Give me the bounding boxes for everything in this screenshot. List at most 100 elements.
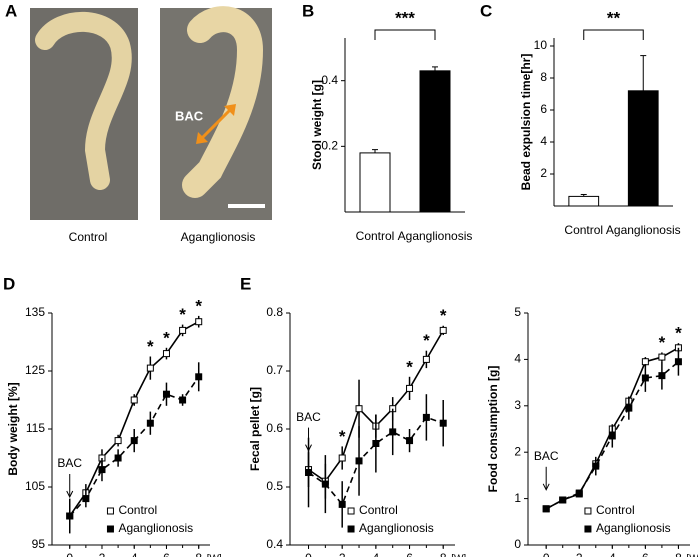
marker bbox=[658, 372, 666, 380]
marker bbox=[625, 404, 633, 412]
y-tick-label: 0 bbox=[514, 537, 521, 551]
y-tick-label: 0.5 bbox=[266, 479, 283, 493]
marker bbox=[439, 326, 447, 334]
caption: Aganglionosis bbox=[181, 230, 256, 244]
marker bbox=[389, 428, 397, 436]
marker bbox=[355, 457, 363, 465]
bac-label: BAC bbox=[175, 108, 204, 123]
significance: * bbox=[675, 324, 682, 343]
x-unit: [W] bbox=[207, 554, 222, 557]
annotation: BAC bbox=[57, 456, 82, 470]
significance: ** bbox=[607, 8, 621, 27]
marker bbox=[559, 496, 567, 504]
x-tick-label: Aganglionosis bbox=[606, 223, 681, 237]
significance: * bbox=[147, 337, 154, 356]
y-tick-label: 4 bbox=[540, 134, 547, 148]
x-tick-label: Control bbox=[564, 223, 603, 237]
marker bbox=[66, 512, 74, 520]
marker bbox=[658, 353, 666, 361]
marker bbox=[130, 437, 138, 445]
marker bbox=[338, 454, 346, 462]
marker bbox=[179, 326, 187, 334]
annotation-arrowhead bbox=[66, 490, 74, 499]
marker bbox=[195, 373, 203, 381]
significance: * bbox=[339, 427, 346, 446]
significance: * bbox=[179, 305, 186, 324]
x-tick-label: 4 bbox=[373, 551, 380, 557]
x-tick-label: 8 bbox=[195, 551, 202, 557]
legend-marker bbox=[584, 507, 592, 515]
y-tick-label: 8 bbox=[540, 70, 547, 84]
marker bbox=[179, 396, 187, 404]
legend-label: Aganglionosis bbox=[359, 521, 434, 535]
annotation-arrowhead bbox=[305, 444, 312, 452]
significance-bracket bbox=[583, 29, 644, 40]
caption: Control bbox=[69, 230, 108, 244]
legend-marker bbox=[106, 507, 114, 515]
significance-bracket bbox=[374, 29, 436, 40]
y-tick-label: 0.4 bbox=[321, 73, 338, 87]
y-axis-label: Fecal pellet [g] bbox=[248, 387, 262, 471]
x-tick-label: Aganglionosis bbox=[398, 229, 473, 243]
y-tick-label: 6 bbox=[540, 102, 547, 116]
legend-marker bbox=[347, 525, 355, 533]
y-tick-label: 95 bbox=[32, 537, 46, 551]
x-tick-label: 0 bbox=[305, 551, 312, 557]
bar bbox=[419, 70, 451, 213]
y-tick-label: 125 bbox=[25, 363, 45, 377]
y-tick-label: 2 bbox=[514, 444, 521, 458]
legend-label: Aganglionosis bbox=[118, 521, 193, 535]
bar bbox=[627, 90, 659, 207]
significance: * bbox=[163, 328, 170, 347]
panel-a: A BAC Control Aganglionosis bbox=[5, 1, 272, 244]
legend-marker bbox=[106, 525, 114, 533]
intestine-aganglionosis bbox=[182, 6, 264, 198]
y-tick-label: 0.6 bbox=[266, 421, 283, 435]
legend-label: Control bbox=[118, 503, 157, 517]
x-tick-label: 0 bbox=[66, 551, 73, 557]
y-tick-label: 0.4 bbox=[266, 537, 283, 551]
marker bbox=[146, 364, 154, 372]
x-tick-label: 2 bbox=[576, 551, 583, 557]
significance: * bbox=[195, 296, 202, 315]
y-axis-label: Food consumption [g] bbox=[486, 366, 500, 493]
y-tick-label: 0.8 bbox=[266, 305, 283, 319]
marker bbox=[114, 454, 122, 462]
y-tick-label: 4 bbox=[514, 352, 521, 366]
marker bbox=[592, 462, 600, 470]
y-tick-label: 3 bbox=[514, 398, 521, 412]
panel-label: B bbox=[302, 1, 314, 20]
marker bbox=[575, 489, 583, 497]
marker bbox=[338, 500, 346, 508]
y-tick-label: 5 bbox=[514, 305, 521, 319]
marker bbox=[162, 390, 170, 398]
annotation-arrowhead bbox=[542, 483, 550, 491]
marker bbox=[146, 419, 154, 427]
marker bbox=[321, 480, 329, 488]
y-tick-label: 115 bbox=[26, 421, 45, 435]
y-tick-label: 0.7 bbox=[266, 363, 283, 377]
x-tick-label: 6 bbox=[406, 551, 413, 557]
marker bbox=[641, 374, 649, 382]
marker bbox=[542, 505, 550, 513]
significance: * bbox=[440, 306, 447, 325]
x-tick-label: 4 bbox=[609, 551, 616, 557]
bar bbox=[568, 195, 600, 207]
y-tick-label: 0.2 bbox=[321, 139, 338, 153]
panel-label: D bbox=[3, 274, 15, 293]
y-tick-label: 135 bbox=[25, 305, 45, 319]
intestine-control bbox=[35, 11, 132, 190]
marker bbox=[305, 469, 313, 476]
marker bbox=[162, 350, 170, 358]
x-tick-label: 8 bbox=[675, 551, 682, 557]
marker bbox=[422, 413, 430, 421]
panel-label: E bbox=[240, 274, 251, 293]
legend-label: Aganglionosis bbox=[596, 521, 671, 535]
marker bbox=[372, 440, 380, 447]
panel-label: A bbox=[5, 1, 17, 20]
x-unit: [W] bbox=[451, 554, 466, 557]
marker bbox=[674, 358, 682, 366]
annotation: BAC bbox=[296, 410, 321, 424]
x-tick-label: 2 bbox=[339, 551, 346, 557]
